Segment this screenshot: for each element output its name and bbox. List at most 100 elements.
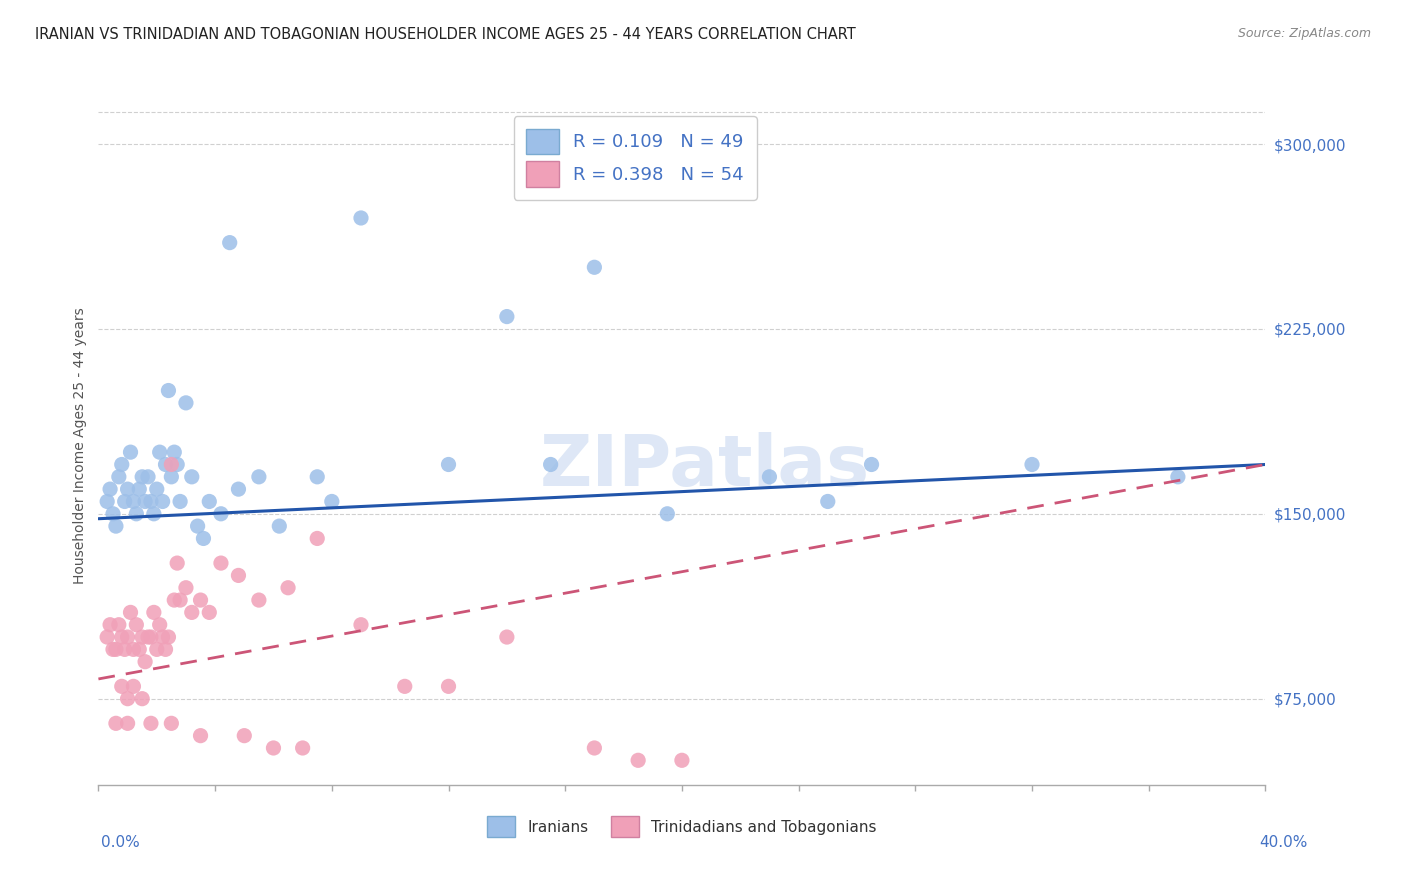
Point (307, 532, 329, 546)
Point (218, 235, 240, 250)
Point (233, 729, 256, 743)
Point (101, 642, 124, 657)
Point (657, 507, 679, 521)
Point (209, 556, 232, 570)
Point (139, 630, 162, 644)
Point (350, 617, 373, 632)
Point (1167, 470, 1189, 484)
Text: Source: ZipAtlas.com: Source: ZipAtlas.com (1237, 27, 1371, 40)
Point (108, 617, 131, 632)
Point (860, 458, 883, 472)
Point (169, 593, 191, 607)
Point (269, 519, 291, 533)
Point (157, 630, 180, 644)
Point (146, 642, 169, 657)
Point (307, 470, 329, 484)
Point (180, 606, 202, 620)
Point (142, 507, 165, 521)
Point (120, 445, 142, 459)
Point (163, 593, 186, 607)
Legend: Iranians, Trinidadians and Tobagonians: Iranians, Trinidadians and Tobagonians (479, 808, 884, 845)
Point (228, 482, 250, 496)
Point (190, 593, 212, 607)
Point (193, 532, 215, 546)
Point (247, 593, 270, 607)
Point (142, 606, 165, 620)
Point (160, 458, 183, 472)
Point (111, 630, 134, 644)
Point (166, 556, 188, 570)
Point (394, 679, 416, 693)
Point (96, 494, 118, 508)
Point (122, 679, 145, 693)
Point (155, 458, 177, 472)
Point (157, 384, 180, 398)
Point (117, 630, 139, 644)
Point (758, 470, 780, 484)
Point (111, 458, 134, 472)
Point (496, 310, 519, 324)
Point (111, 679, 134, 693)
Point (209, 507, 232, 521)
Point (583, 260, 606, 275)
Point (136, 470, 159, 484)
Point (180, 470, 202, 484)
Point (114, 494, 136, 508)
Point (128, 482, 150, 496)
Point (198, 606, 221, 620)
Point (262, 741, 284, 756)
Point (583, 741, 606, 756)
Point (104, 716, 127, 731)
Point (1021, 458, 1043, 472)
Point (152, 494, 174, 508)
Text: 40.0%: 40.0% (1260, 836, 1308, 850)
Point (101, 507, 124, 521)
Point (174, 396, 197, 410)
Point (540, 458, 562, 472)
Point (96, 630, 118, 644)
Point (131, 630, 153, 644)
Point (131, 470, 153, 484)
Point (247, 470, 270, 484)
Point (169, 494, 191, 508)
Point (114, 642, 136, 657)
Point (163, 445, 186, 459)
Text: 0.0%: 0.0% (101, 836, 141, 850)
Point (122, 494, 145, 508)
Point (155, 642, 177, 657)
Point (125, 507, 148, 521)
Point (160, 470, 183, 484)
Point (149, 617, 172, 632)
Point (671, 753, 693, 767)
Point (291, 741, 314, 756)
Point (198, 494, 221, 508)
Point (104, 642, 127, 657)
Point (139, 494, 162, 508)
Point (277, 581, 299, 595)
Point (120, 606, 142, 620)
Point (437, 679, 460, 693)
Text: IRANIAN VS TRINIDADIAN AND TOBAGONIAN HOUSEHOLDER INCOME AGES 25 - 44 YEARS CORR: IRANIAN VS TRINIDADIAN AND TOBAGONIAN HO… (35, 27, 856, 42)
Point (187, 519, 209, 533)
Point (131, 691, 153, 706)
Point (134, 494, 156, 508)
Point (125, 617, 148, 632)
Point (437, 458, 460, 472)
Point (108, 470, 131, 484)
Point (174, 581, 197, 595)
Point (146, 482, 169, 496)
Point (134, 655, 156, 669)
Point (139, 716, 162, 731)
Point (496, 630, 519, 644)
Point (117, 691, 139, 706)
Point (350, 211, 373, 225)
Point (190, 729, 212, 743)
Point (160, 716, 183, 731)
Point (152, 630, 174, 644)
Point (117, 716, 139, 731)
Point (136, 630, 159, 644)
Text: ZIPatlas: ZIPatlas (540, 432, 870, 500)
Point (98, 482, 121, 496)
Point (117, 482, 139, 496)
Point (166, 458, 188, 472)
